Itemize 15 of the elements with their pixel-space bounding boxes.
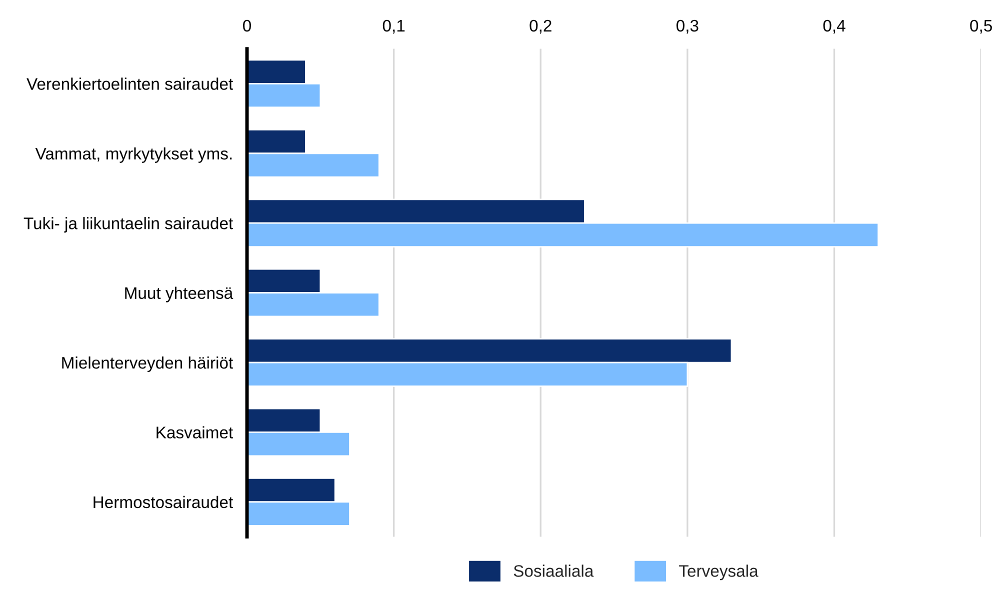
y-tick-label: Kasvaimet: [156, 426, 233, 438]
y-tick-label: Vammat, myrkytykset yms.: [35, 147, 232, 163]
legend-label: Terveysala: [679, 564, 758, 580]
x-tick-label: 0,3: [676, 20, 698, 34]
y-tick-label: Mielenterveyden häiriöt: [62, 356, 234, 372]
x-tick-label: 0: [243, 20, 251, 32]
x-tick-label: 0,2: [530, 20, 552, 34]
x-tick-label: 0,5: [970, 20, 992, 34]
y-tick-label: Muut yhteensä: [125, 286, 234, 302]
y-tick-label: Verenkiertoelinten sairaudet: [26, 78, 234, 90]
x-tick-label: 0,4: [823, 20, 846, 34]
legend-label: Sosiaaliala: [514, 564, 594, 577]
y-tick-label: Hermostosairaudet: [94, 496, 234, 508]
y-tick-label: Tuki- ja liikuntaelin sairaudet: [24, 217, 234, 233]
x-tick-label: 0,1: [382, 20, 405, 34]
